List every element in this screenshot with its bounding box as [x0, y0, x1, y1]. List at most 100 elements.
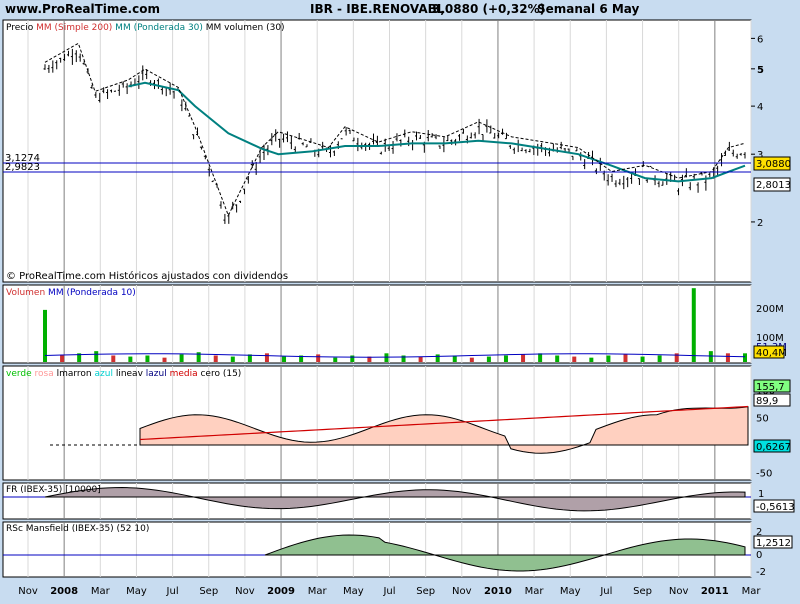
- volume-bar: [60, 355, 65, 362]
- volume-bar: [77, 353, 82, 362]
- price-lines: [44, 42, 746, 217]
- legend-item: cero (15): [198, 369, 242, 379]
- y-tick-label: 3: [757, 150, 763, 161]
- volume-bar: [435, 354, 440, 362]
- x-axis: Nov 2008 Mar May Jul Sep Nov 2009 Mar May Jul Sep No…: [18, 586, 761, 597]
- volume-bar: [264, 353, 269, 362]
- x-tick-label: 2008: [50, 586, 78, 597]
- volume-bar: [111, 355, 116, 362]
- volume-bar: [94, 351, 99, 362]
- rsc-box-value: 1,2512: [756, 538, 791, 549]
- osc-box-zero-value: 0,6267: [756, 442, 791, 453]
- osc-box-top-value: 155,7: [756, 382, 785, 393]
- osc-box-mid: [753, 393, 791, 407]
- volume-bar: [230, 356, 235, 362]
- last-price-box: [753, 156, 791, 171]
- volume-bar: [725, 353, 730, 362]
- volume-bar: [691, 288, 696, 362]
- y-tick-label: 4: [757, 102, 763, 113]
- legend-item: Volumen: [6, 288, 45, 298]
- osc-box-zero: [753, 439, 791, 453]
- x-tick-label: Jul: [599, 586, 612, 597]
- oscillator-legend: verde rosa lmarron azul lineav lazul med…: [6, 369, 241, 379]
- volume-bar: [179, 354, 184, 362]
- legend-item: MM (Ponderada 30): [112, 23, 203, 33]
- legend-item: MM (Ponderada 10): [45, 288, 136, 298]
- legend-item: Precio: [6, 23, 34, 33]
- volume-bar: [145, 355, 150, 362]
- volume-bar: [589, 357, 594, 362]
- legend-item: azul: [92, 369, 113, 379]
- volume-bar: [486, 356, 491, 362]
- volume-legend: Volumen MM (Ponderada 10): [6, 288, 136, 298]
- volume-bar: [299, 355, 304, 362]
- rsc-tick-neg2: -2: [756, 567, 766, 578]
- volume-ma-line: [44, 353, 746, 358]
- volume-bar: [674, 353, 679, 362]
- x-tick-label: Jul: [166, 586, 179, 597]
- y-tick-label: 5: [757, 65, 764, 76]
- rsc-legend: RSc Mansfield (IBEX-35) (52 10): [6, 524, 149, 534]
- osc-box-top: [753, 379, 791, 393]
- volume-tick-200m: 200M: [756, 304, 784, 315]
- y-tick-label: 2: [757, 218, 763, 229]
- y-tick-label: 6: [757, 34, 763, 45]
- rsc-area: [3, 534, 751, 572]
- ma-ponderada-30-line: [128, 81, 746, 183]
- x-tick-label: May: [343, 586, 364, 597]
- period-label: Semanal 6 May: [537, 2, 640, 16]
- volume-bar: [316, 354, 321, 362]
- fr-area-fill: [44, 487, 746, 512]
- x-tick-label: Mar: [525, 586, 545, 597]
- rsc-tick-2: 2: [756, 527, 762, 538]
- x-tick-label: Nov: [452, 586, 472, 597]
- volume-bar: [43, 309, 47, 362]
- x-tick-label: Jul: [382, 586, 395, 597]
- symbol-title: IBR - IBE.RENOVABL: [310, 2, 445, 16]
- x-tick-label: 2011: [701, 586, 729, 597]
- legend-item: media: [167, 369, 198, 379]
- price-legend: Precio MM (Simple 200) MM (Ponderada 30)…: [6, 23, 285, 33]
- price-footnote: © ProRealTime.com Históricos ajustados c…: [6, 270, 288, 282]
- price-change: 3,0880 (+0,32%): [432, 2, 545, 16]
- ma-box: [753, 177, 791, 192]
- x-tick-label: Nov: [235, 586, 255, 597]
- mm-simple-200-line: [44, 42, 746, 217]
- volume-bar: [538, 353, 543, 362]
- x-tick-label: May: [560, 586, 581, 597]
- volume-bar: [128, 356, 133, 362]
- x-tick-label: Nov: [18, 586, 38, 597]
- x-tick-label: Sep: [633, 586, 652, 597]
- volume-panel: [2, 284, 752, 364]
- volume-bar: [606, 355, 611, 362]
- volume-bar: [572, 356, 577, 362]
- volume-last-value: 40,4M: [756, 348, 787, 359]
- volume-bar: [452, 355, 457, 362]
- osc-media-line: [139, 405, 749, 441]
- price-panel: [2, 19, 752, 283]
- x-tick-label: Sep: [199, 586, 218, 597]
- legend-item: lazul: [143, 369, 167, 379]
- osc-y-tick: -50: [756, 469, 772, 480]
- osc-legend-text: verde rosa lmarron azul lineav lazul med…: [6, 369, 241, 379]
- hline2-label: 2,9823: [5, 162, 40, 173]
- fr-legend: FR (IBEX-35) [10000]: [6, 485, 101, 495]
- x-tick-label: Mar: [742, 586, 762, 597]
- price-y-axis: 6 5 4 3 2: [751, 34, 764, 229]
- legend-item: verde: [6, 369, 32, 379]
- x-tick-label: 2010: [484, 586, 512, 597]
- volume-bar: [503, 355, 508, 362]
- legend-item: MM (Simple 200): [33, 23, 112, 33]
- volume-bar: [350, 355, 355, 362]
- x-tick-label: May: [126, 586, 147, 597]
- legend-item: rosa: [32, 369, 54, 379]
- x-tick-label: Nov: [669, 586, 689, 597]
- volume-bar: [384, 353, 389, 362]
- grid-lines: [27, 20, 752, 577]
- fr-area: [3, 487, 751, 512]
- volume-bar: [640, 356, 645, 362]
- volume-bar: [555, 355, 560, 362]
- volume-bar: [623, 354, 628, 362]
